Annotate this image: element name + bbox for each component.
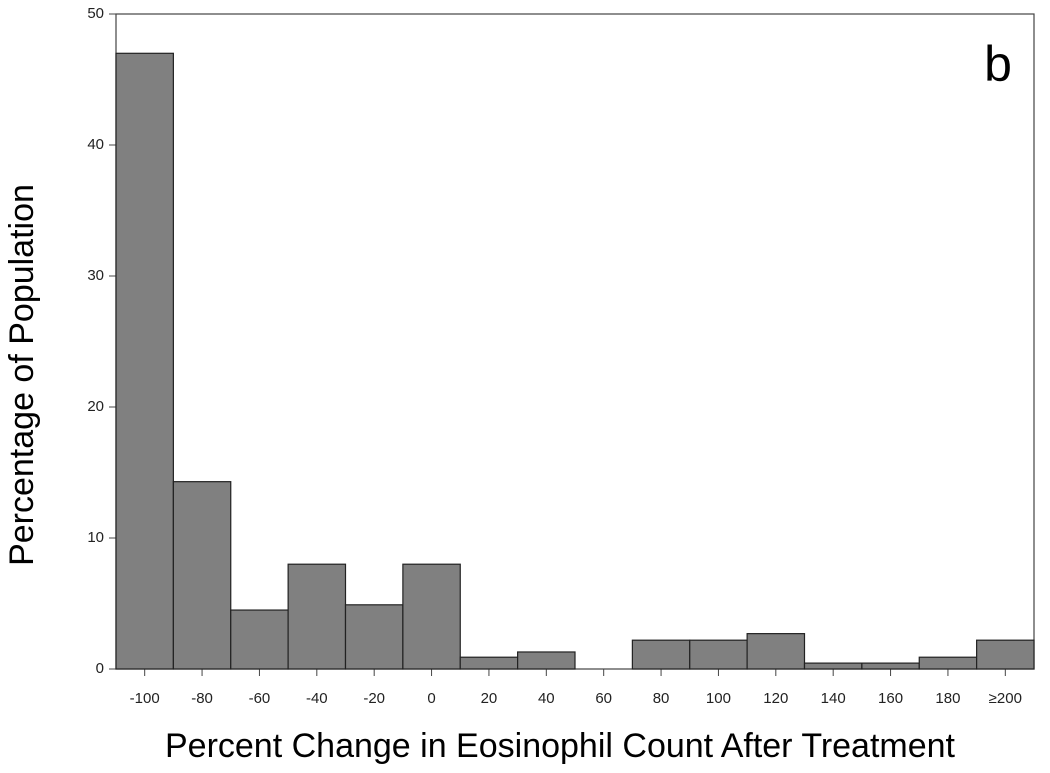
x-tick-label: 20 <box>481 690 498 707</box>
x-tick-label: -100 <box>130 690 160 707</box>
bar <box>689 639 748 670</box>
bar <box>172 481 232 670</box>
bar <box>631 639 691 670</box>
x-tick-label: 120 <box>763 690 788 707</box>
y-tick-label: 50 <box>87 5 104 22</box>
x-tick-label: -80 <box>191 690 213 707</box>
x-tick-label: ≥200 <box>989 690 1022 707</box>
x-tick-label: 160 <box>878 690 903 707</box>
x-tick-label: 40 <box>538 690 555 707</box>
x-axis-title: Percent Change in Eosinophil Count After… <box>165 727 956 765</box>
bar <box>861 662 920 670</box>
x-tick-label: 80 <box>653 690 670 707</box>
bar <box>115 52 174 670</box>
bar <box>230 609 289 670</box>
bar <box>803 662 863 670</box>
x-tick-label: 100 <box>706 690 731 707</box>
y-tick-label: 0 <box>96 660 104 677</box>
x-tick-label: 60 <box>595 690 612 707</box>
x-tick-label: -60 <box>249 690 271 707</box>
x-tick-label: -20 <box>363 690 385 707</box>
bar <box>287 563 347 670</box>
plot-frame <box>115 13 1035 670</box>
y-tick-label: 30 <box>87 267 104 284</box>
bar <box>517 651 576 670</box>
y-tick-label: 40 <box>87 136 104 153</box>
bar <box>459 656 519 670</box>
y-tick-label: 10 <box>87 529 104 546</box>
bar <box>402 563 461 670</box>
bar <box>918 656 978 670</box>
x-tick-label: 180 <box>935 690 960 707</box>
bar <box>976 639 1035 670</box>
bar <box>344 604 404 670</box>
y-tick-label: 20 <box>87 398 104 415</box>
bar <box>746 633 806 670</box>
x-tick-label: -40 <box>306 690 328 707</box>
x-tick-label: 0 <box>427 690 435 707</box>
panel-annotation: b <box>984 36 1012 92</box>
y-axis-title: Percentage of Population <box>3 184 41 566</box>
x-tick-label: 140 <box>821 690 846 707</box>
